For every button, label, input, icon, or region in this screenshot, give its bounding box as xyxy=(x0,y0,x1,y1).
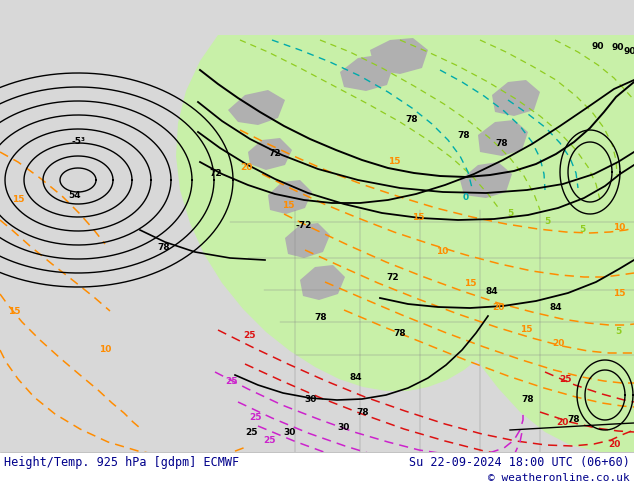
Text: 0: 0 xyxy=(463,194,469,202)
Polygon shape xyxy=(460,162,512,198)
Polygon shape xyxy=(370,38,428,74)
Text: 72: 72 xyxy=(210,170,223,178)
Text: 25: 25 xyxy=(226,377,238,387)
Text: 10: 10 xyxy=(613,222,625,231)
Polygon shape xyxy=(492,80,540,116)
Text: 15: 15 xyxy=(463,278,476,288)
Text: 84: 84 xyxy=(550,302,562,312)
Text: 78: 78 xyxy=(314,314,327,322)
Text: 20: 20 xyxy=(552,339,564,347)
Text: 15: 15 xyxy=(612,289,625,297)
Text: Su 22-09-2024 18:00 UTC (06+60): Su 22-09-2024 18:00 UTC (06+60) xyxy=(409,456,630,468)
Text: 20: 20 xyxy=(556,417,568,426)
Text: 15: 15 xyxy=(520,324,533,334)
Text: 30: 30 xyxy=(338,422,350,432)
Text: 30: 30 xyxy=(284,427,296,437)
Text: 15: 15 xyxy=(411,214,424,222)
Polygon shape xyxy=(285,223,330,258)
Text: 78: 78 xyxy=(158,243,171,251)
Text: 72: 72 xyxy=(269,149,281,158)
Text: 25: 25 xyxy=(243,332,256,341)
Text: -5³: -5³ xyxy=(71,138,85,147)
Text: 84: 84 xyxy=(350,373,362,383)
Polygon shape xyxy=(176,35,634,452)
Text: 20: 20 xyxy=(240,163,252,172)
Text: 90: 90 xyxy=(592,43,604,51)
Text: 90: 90 xyxy=(612,44,624,52)
Text: 5: 5 xyxy=(544,217,550,225)
Text: 78: 78 xyxy=(567,415,580,423)
Text: 25: 25 xyxy=(262,436,275,444)
Polygon shape xyxy=(268,180,312,214)
Polygon shape xyxy=(248,138,292,170)
Text: 78: 78 xyxy=(394,328,406,338)
Text: 25: 25 xyxy=(250,413,262,421)
Text: © weatheronline.co.uk: © weatheronline.co.uk xyxy=(488,473,630,483)
Text: 72: 72 xyxy=(387,273,399,283)
Text: 5: 5 xyxy=(507,209,513,218)
Text: 78: 78 xyxy=(522,394,534,403)
Text: 15: 15 xyxy=(281,200,294,210)
Text: 10: 10 xyxy=(436,247,448,256)
Text: 90: 90 xyxy=(624,48,634,56)
Text: 15: 15 xyxy=(388,157,400,167)
Text: 78: 78 xyxy=(458,131,470,141)
Text: Height/Temp. 925 hPa [gdpm] ECMWF: Height/Temp. 925 hPa [gdpm] ECMWF xyxy=(4,456,239,468)
Text: 84: 84 xyxy=(486,288,498,296)
Text: 25: 25 xyxy=(560,375,573,385)
Polygon shape xyxy=(340,55,393,91)
Text: 54: 54 xyxy=(68,191,81,199)
Text: 15: 15 xyxy=(8,308,20,317)
Text: 20: 20 xyxy=(492,303,504,313)
Text: 10: 10 xyxy=(99,345,111,354)
Bar xyxy=(0,452,634,490)
Text: 78: 78 xyxy=(357,408,370,416)
Text: 78: 78 xyxy=(406,115,418,123)
Text: 25: 25 xyxy=(245,427,257,437)
Text: 20: 20 xyxy=(608,440,620,448)
Text: 5: 5 xyxy=(579,224,585,234)
Polygon shape xyxy=(478,120,528,156)
Text: 30: 30 xyxy=(305,394,317,403)
Polygon shape xyxy=(228,90,285,125)
Text: 5: 5 xyxy=(615,326,621,336)
Text: -72: -72 xyxy=(296,221,312,230)
Polygon shape xyxy=(300,265,345,300)
Text: 15: 15 xyxy=(12,196,24,204)
Text: 78: 78 xyxy=(496,139,508,147)
